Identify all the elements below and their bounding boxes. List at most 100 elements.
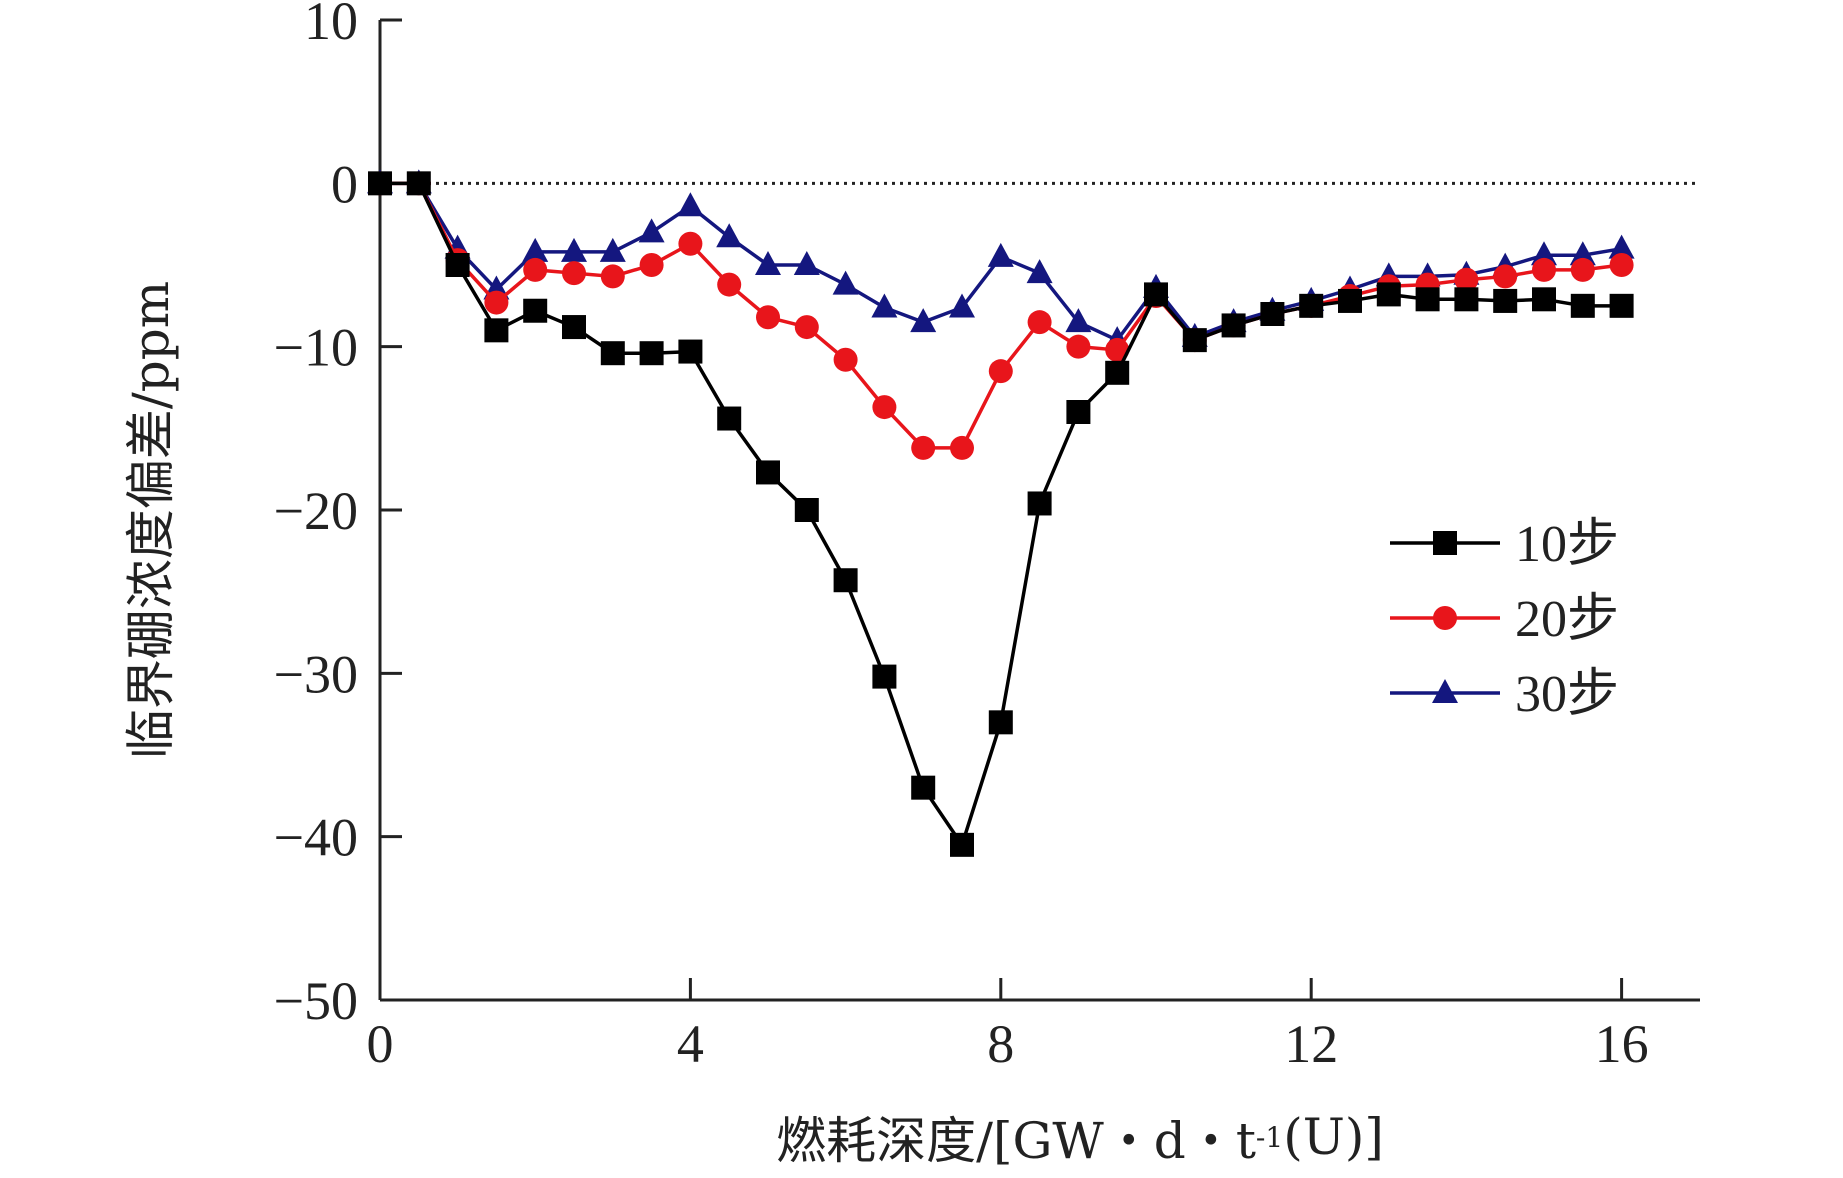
data-point: [988, 710, 1013, 735]
y-tick-label: −50: [274, 971, 358, 1031]
data-point: [1260, 302, 1285, 326]
data-point: [1299, 293, 1324, 318]
data-point: [562, 315, 586, 340]
y-axis-label: 临界硼浓度偏差/ppm: [122, 280, 180, 760]
data-point: [523, 298, 548, 323]
legend-label: 30步: [1515, 666, 1619, 723]
data-point: [872, 664, 897, 689]
y-tick-label: 10: [304, 0, 358, 51]
data-point: [717, 406, 742, 431]
data-point: [1105, 337, 1130, 362]
data-point: [1027, 491, 1052, 516]
data-point: [1066, 400, 1091, 424]
legend-marker: [1433, 606, 1457, 630]
data-point: [949, 293, 975, 318]
data-point: [1454, 267, 1479, 292]
legend-marker: [1433, 531, 1457, 555]
data-point: [1221, 313, 1246, 338]
data-point: [1532, 257, 1556, 282]
legend-item: 20步: [1390, 591, 1619, 648]
data-point: [1026, 259, 1053, 284]
data-point: [1609, 253, 1634, 277]
series-triangle: [367, 169, 1635, 351]
ticks: 100−10−20−30−40−500 4 8 12 16: [274, 0, 1649, 1074]
series-square: [368, 171, 1634, 857]
data-point: [832, 270, 859, 295]
y-tick-label: −30: [274, 644, 358, 704]
data-point: [484, 290, 509, 315]
data-point: [639, 341, 664, 366]
data-point: [756, 460, 780, 485]
data-point: [1376, 282, 1401, 307]
data-point: [871, 293, 898, 318]
data-point: [445, 253, 470, 277]
data-point: [911, 435, 936, 460]
data-point: [406, 171, 431, 196]
x-axis-label-superscript: -1: [1255, 1120, 1284, 1154]
data-point: [1105, 360, 1130, 385]
y-tick-label: −20: [274, 481, 358, 541]
data-point: [523, 257, 548, 282]
data-point: [1066, 334, 1091, 359]
data-point: [1493, 264, 1518, 289]
x-tick-label: 8: [987, 1014, 1014, 1074]
data-point: [1569, 241, 1596, 266]
x-tick-label: 16: [1595, 1014, 1649, 1074]
x-axis-label-main: 燃耗深度/[GW・d・t: [776, 1112, 1256, 1170]
data-point: [599, 237, 626, 262]
data-point: [1144, 282, 1168, 307]
x-tick-label: 12: [1284, 1014, 1338, 1074]
y-tick-label: 0: [331, 154, 358, 214]
data-point: [988, 359, 1013, 384]
data-point: [1454, 287, 1479, 312]
data-point: [755, 251, 781, 275]
x-axis-label-tail: (U)]: [1283, 1108, 1384, 1166]
data-point: [368, 171, 392, 196]
data-point: [987, 242, 1014, 267]
data-point: [1182, 328, 1207, 353]
series-group: [367, 169, 1635, 857]
data-point: [1531, 241, 1557, 266]
data-point: [678, 231, 703, 256]
data-point: [1415, 287, 1440, 312]
data-point: [717, 272, 742, 297]
legend: 10步 20步 30步: [1390, 516, 1619, 723]
data-point: [1609, 293, 1634, 318]
data-point: [484, 318, 509, 343]
data-point: [1570, 257, 1595, 282]
data-point: [872, 395, 897, 420]
legend-label: 10步: [1515, 516, 1619, 573]
series-circle: [368, 171, 1634, 460]
data-point: [1608, 234, 1635, 259]
data-point: [600, 264, 625, 289]
legend-item: 30步: [1390, 666, 1619, 723]
data-point: [716, 223, 743, 248]
x-axis-label: 燃耗深度/[GW・d・t -1 (U)]: [580, 1096, 1580, 1178]
data-point: [911, 775, 936, 800]
data-point: [833, 347, 858, 372]
data-point: [950, 435, 974, 460]
data-point: [1532, 287, 1556, 312]
data-point: [562, 261, 586, 286]
data-point: [950, 832, 974, 857]
y-tick-label: −40: [274, 808, 358, 868]
legend-marker: [1432, 679, 1458, 703]
data-point: [678, 339, 703, 364]
data-point: [756, 305, 780, 330]
data-point: [561, 237, 587, 262]
data-point: [910, 308, 937, 333]
data-point: [639, 253, 664, 277]
x-tick-label: 4: [677, 1014, 704, 1074]
data-point: [1570, 293, 1595, 318]
data-point: [1065, 308, 1092, 333]
data-point: [833, 568, 858, 593]
legend-label: 20步: [1515, 591, 1619, 648]
data-point: [1493, 288, 1518, 313]
data-point: [794, 498, 819, 522]
y-tick-label: −10: [274, 318, 358, 378]
data-point: [1027, 310, 1052, 335]
data-point: [1338, 288, 1362, 313]
data-point: [600, 341, 625, 366]
legend-item: 10步: [1390, 516, 1619, 573]
